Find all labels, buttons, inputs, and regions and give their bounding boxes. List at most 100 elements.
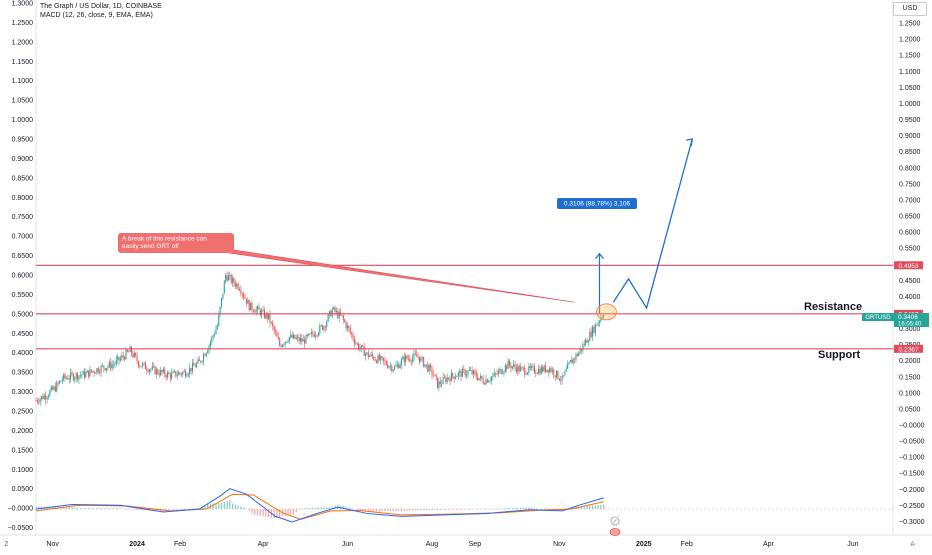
- histogram-bar: [49, 506, 51, 509]
- candle-body: [328, 311, 331, 315]
- candle-body: [477, 377, 479, 381]
- candle-body: [295, 337, 297, 339]
- histogram-bar: [375, 509, 378, 512]
- histogram-bar: [348, 507, 350, 509]
- candle-body: [406, 355, 408, 359]
- histogram-bar: [309, 507, 311, 509]
- measure-label-bg: [557, 198, 637, 209]
- candle-body: [554, 375, 556, 378]
- candle-body: [475, 372, 477, 378]
- histogram-bar: [303, 508, 306, 509]
- candle-body: [52, 386, 54, 390]
- candle-body: [495, 373, 497, 375]
- candle-body: [410, 360, 412, 362]
- ticker-price-bg: [894, 313, 929, 327]
- histogram-bar: [406, 509, 408, 511]
- candle-body: [85, 372, 87, 378]
- candle-body: [557, 370, 559, 379]
- candle-body: [506, 365, 508, 369]
- candle-body: [457, 372, 459, 377]
- candle-body: [182, 372, 184, 375]
- histogram-bar: [586, 505, 588, 509]
- candle-body: [273, 326, 275, 331]
- candle-body: [382, 357, 385, 361]
- candle-body: [538, 368, 540, 374]
- histogram-bar: [231, 503, 234, 509]
- candle-body: [166, 372, 169, 378]
- candle-body: [45, 395, 47, 400]
- time-axis-tick: Nov: [46, 541, 59, 548]
- candle-body: [533, 366, 535, 373]
- candle-body: [266, 313, 268, 319]
- right-axis-tick: 1.2000: [899, 37, 921, 44]
- candle-body: [518, 365, 520, 372]
- histogram-bar: [171, 509, 173, 510]
- candle-body: [212, 335, 214, 337]
- candle-body: [484, 383, 486, 385]
- histogram-bar: [517, 507, 519, 509]
- projection-arrow-head: [686, 138, 694, 147]
- right-axis-tick: 1.0000: [899, 101, 921, 108]
- histogram-bar: [536, 508, 538, 509]
- candle-body: [230, 274, 232, 283]
- time-axis-tick: Aug: [426, 541, 439, 548]
- candle-body: [464, 369, 466, 376]
- candle-body: [356, 343, 358, 345]
- histogram-bar: [423, 509, 425, 511]
- histogram-bar: [301, 508, 303, 510]
- candle-body: [366, 352, 368, 354]
- candle-body: [360, 345, 362, 348]
- candle-body: [521, 367, 523, 369]
- candle-body: [561, 375, 563, 381]
- histogram-bar: [603, 504, 605, 509]
- candle-body: [507, 360, 509, 369]
- candle-body: [590, 331, 592, 337]
- candle-body: [279, 339, 281, 346]
- histogram-bar: [248, 509, 250, 511]
- candle-body: [103, 365, 105, 369]
- histogram-bar: [176, 509, 178, 510]
- left-axis-tick: 0.6500: [12, 253, 34, 260]
- left-axis-tick: 0.8000: [12, 195, 34, 202]
- candle-body: [346, 325, 349, 329]
- candle-body: [151, 366, 153, 370]
- right-axis-tick: 1.0500: [899, 85, 921, 92]
- candle-body: [205, 352, 207, 356]
- candle-body: [316, 335, 318, 337]
- candle-body: [436, 377, 439, 388]
- candle-body: [562, 375, 565, 377]
- ticker-time: 16:05:40: [898, 322, 922, 328]
- candle-body: [560, 380, 562, 382]
- candle-body: [543, 365, 545, 372]
- histogram-bar: [124, 508, 126, 510]
- timezone-button[interactable]: Z: [4, 542, 9, 548]
- histogram-bar: [284, 509, 286, 517]
- left-axis-tick: 1.1000: [12, 78, 34, 85]
- right-axis-tick: 0.3000: [899, 326, 921, 333]
- candle-body: [270, 322, 272, 324]
- candle-body: [394, 366, 396, 370]
- candle-body: [558, 378, 560, 381]
- histogram-bar: [220, 502, 223, 509]
- candle-body: [525, 374, 527, 375]
- candle-body: [276, 332, 278, 337]
- candle-body: [262, 309, 264, 311]
- histogram-bar: [447, 509, 450, 510]
- candle-body: [567, 364, 569, 369]
- histogram-bar: [93, 508, 95, 509]
- candle-body: [468, 369, 470, 371]
- currency-button[interactable]: USD: [893, 2, 927, 16]
- histogram-bar: [594, 505, 596, 509]
- right-axis-tick: −0.1000: [899, 455, 925, 462]
- histogram-bar: [525, 507, 527, 509]
- candle-body: [539, 368, 541, 374]
- candle-body: [565, 368, 567, 372]
- candle-body: [482, 378, 484, 384]
- candle-body: [277, 336, 279, 340]
- candle-body: [580, 349, 583, 351]
- histogram-bar: [207, 503, 209, 509]
- auto-scale-button[interactable]: A: [910, 542, 915, 548]
- histogram-bar: [279, 509, 281, 518]
- candle-body: [255, 309, 257, 313]
